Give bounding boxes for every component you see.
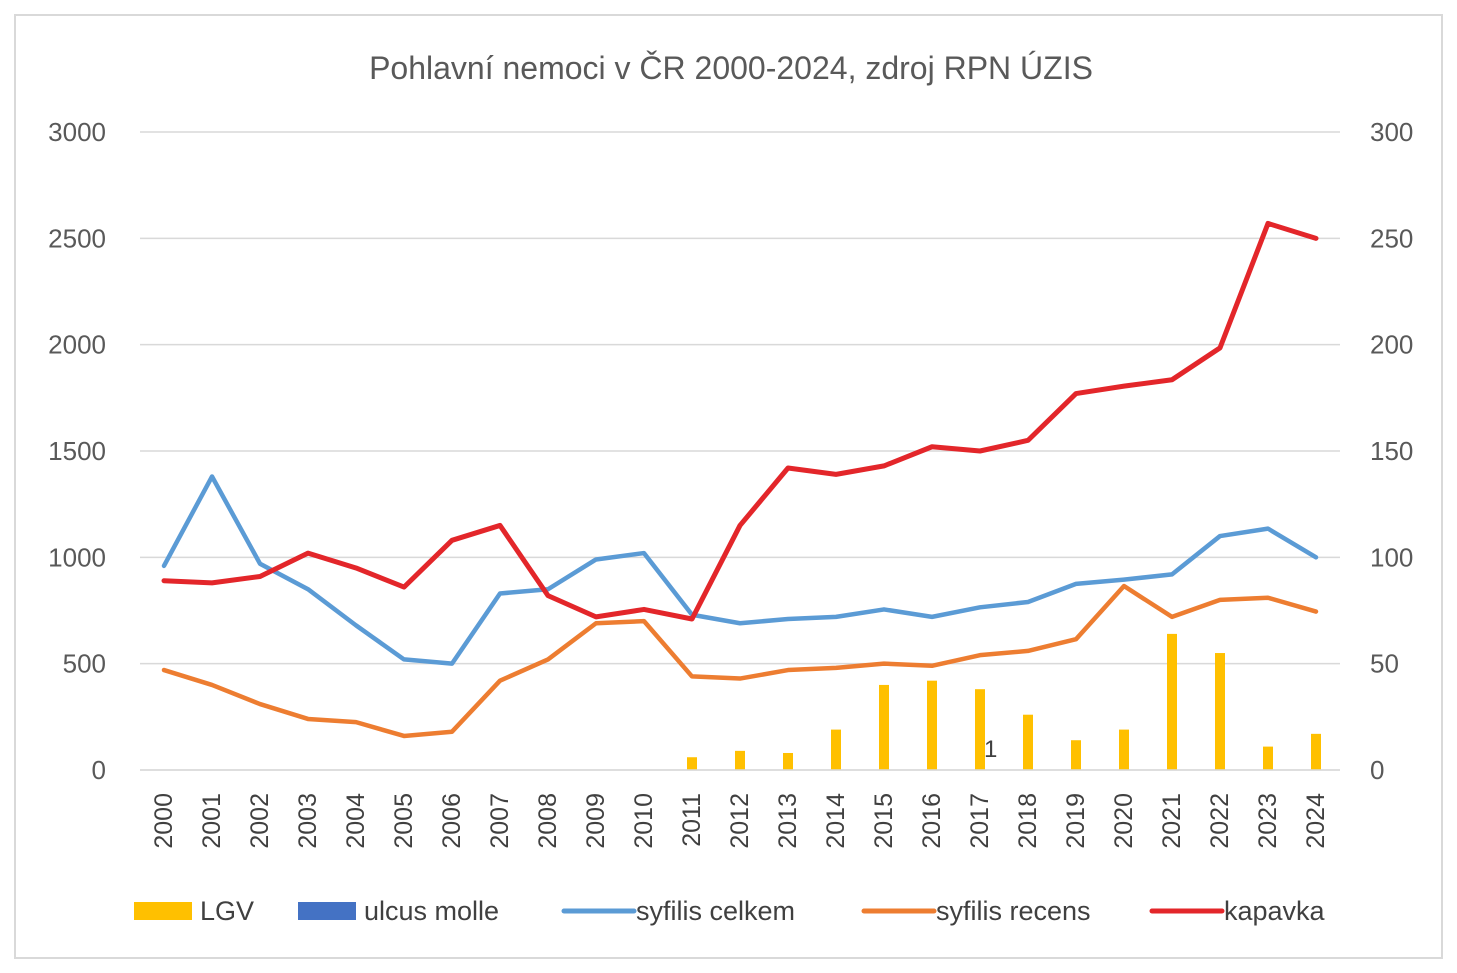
x-tick-label: 2019 (1062, 793, 1090, 849)
bar-lgv (1215, 653, 1225, 770)
line-syfilis-recens (161, 583, 1319, 739)
y-right-tick-label: 200 (1370, 330, 1413, 360)
x-tick-label: 2006 (438, 793, 466, 849)
x-tick-label: 2016 (918, 793, 946, 849)
x-tick-label: 2012 (726, 793, 754, 849)
y-right-tick-label: 50 (1370, 649, 1399, 679)
x-tick-label: 2005 (390, 793, 418, 849)
x-tick-label: 2002 (246, 793, 274, 849)
x-tick-label: 2022 (1206, 793, 1234, 849)
y-left-tick-label: 1000 (48, 542, 106, 572)
line-kapavka (161, 220, 1319, 622)
legend-label: ulcus molle (364, 896, 499, 926)
legend-label: kapavka (1224, 896, 1326, 926)
x-tick-label: 2004 (342, 793, 370, 849)
y-right-tick-label: 100 (1370, 542, 1413, 572)
chart-svg: Pohlavní nemoci v ČR 2000-2024, zdroj RP… (48, 50, 1413, 926)
bar-lgv (879, 684, 889, 770)
y-right-tick-label: 150 (1370, 436, 1413, 466)
bar-lgv (1263, 746, 1273, 770)
x-tick-label: 2017 (966, 793, 994, 849)
bar-series (687, 633, 1321, 770)
bar-lgv (1071, 740, 1081, 770)
x-tick-label: 2008 (534, 793, 562, 849)
line-series (161, 220, 1319, 739)
legend-key-lgv (134, 902, 192, 920)
x-tick-label: 2021 (1158, 793, 1186, 849)
y-right-tick-label: 250 (1370, 223, 1413, 253)
x-tick-label: 2001 (198, 793, 226, 849)
legend-key-ulcus-molle (298, 902, 356, 920)
legend-label: syfilis celkem (636, 896, 795, 926)
y-left-tick-label: 2500 (48, 223, 106, 253)
bar-lgv (687, 757, 697, 770)
x-tick-label: 2009 (582, 793, 610, 849)
x-tick-label: 2015 (870, 793, 898, 849)
bar-lgv (1119, 729, 1129, 770)
bar-lgv (831, 729, 841, 770)
chart-frame: Pohlavní nemoci v ČR 2000-2024, zdroj RP… (14, 14, 1443, 959)
y-axis-right: 0 50 100 150 200 250 300 (1370, 117, 1413, 785)
x-tick-label: 2007 (486, 793, 514, 849)
bar-lgv (927, 680, 937, 770)
annotations: 1 (984, 736, 997, 763)
legend: LGV ulcus molle syfilis celkem syfilis rece… (134, 896, 1326, 926)
bar-lgv (1023, 714, 1033, 770)
x-tick-label: 2011 (678, 793, 706, 847)
bar-lgv (735, 750, 745, 770)
y-left-tick-label: 500 (63, 649, 106, 679)
gridlines (140, 131, 1340, 771)
y-right-tick-label: 0 (1370, 755, 1384, 785)
x-tick-label: 2023 (1254, 793, 1282, 849)
bar-lgv (975, 689, 985, 770)
x-axis: 2000 2001 2002 2003 2004 2005 2006 2007 2008 2009… (140, 769, 1340, 849)
bar-lgv (1311, 733, 1321, 770)
line-syfilis-celkem (161, 474, 1319, 666)
x-tick-label: 2003 (294, 793, 322, 849)
y-right-tick-label: 300 (1370, 117, 1413, 147)
y-left-tick-label: 3000 (48, 117, 106, 147)
legend-label: syfilis recens (936, 896, 1091, 926)
legend-label: LGV (200, 896, 254, 926)
chart-title: Pohlavní nemoci v ČR 2000-2024, zdroj RP… (369, 50, 1093, 86)
y-left-tick-label: 1500 (48, 436, 106, 466)
y-left-tick-label: 0 (92, 755, 106, 785)
x-tick-label: 2018 (1014, 793, 1042, 849)
bar-lgv (1167, 633, 1177, 770)
x-tick-label: 2000 (150, 793, 178, 849)
x-tick-label: 2020 (1110, 793, 1138, 849)
annotation-label: 1 (984, 736, 997, 763)
x-tick-label: 2024 (1302, 793, 1330, 849)
x-tick-label: 2013 (774, 793, 802, 849)
y-left-tick-label: 2000 (48, 330, 106, 360)
x-tick-label: 2014 (822, 793, 850, 849)
bar-lgv (783, 752, 793, 770)
x-tick-label: 2010 (630, 793, 658, 849)
y-axis-left: 0 500 1000 1500 2000 2500 3000 (48, 117, 106, 785)
